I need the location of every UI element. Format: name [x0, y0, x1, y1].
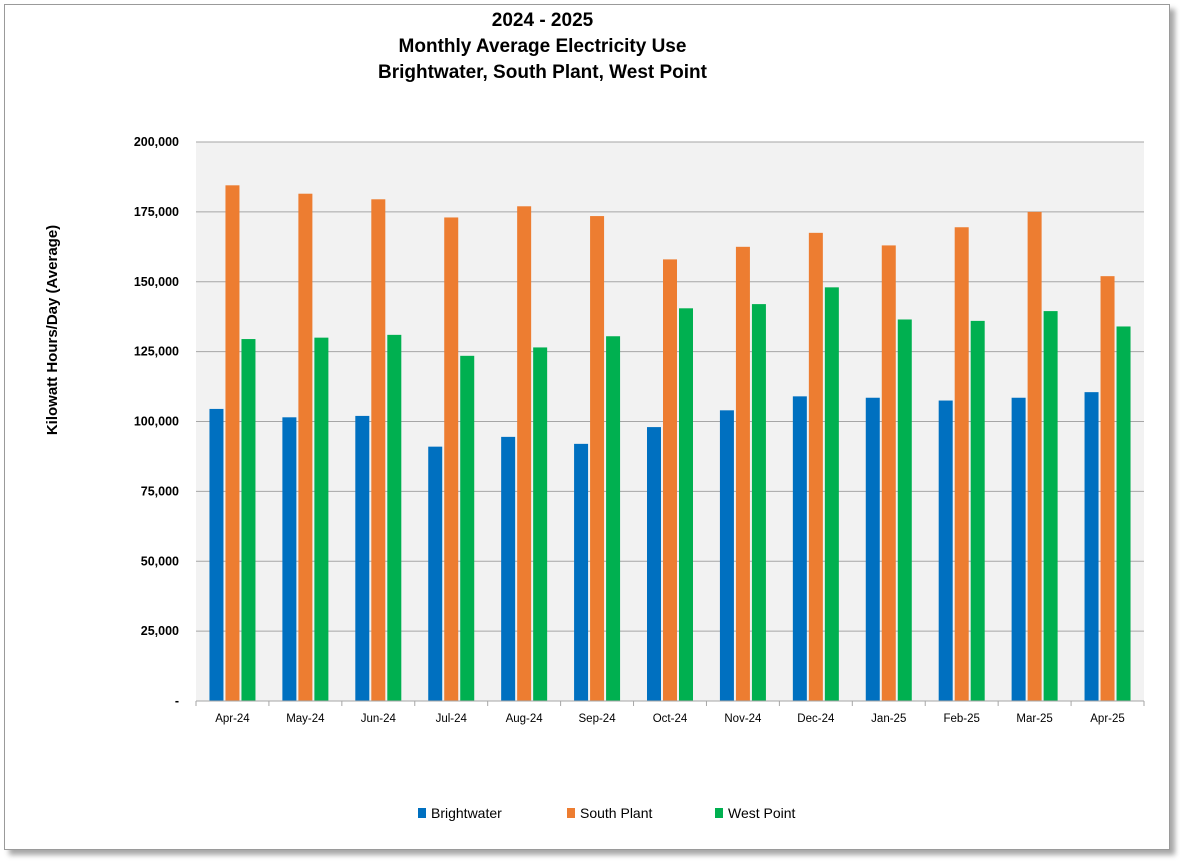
- title-line-2: Monthly Average Electricity Use: [398, 36, 687, 57]
- bar-west-point: [460, 355, 475, 701]
- legend-label: South Plant: [580, 805, 652, 821]
- bar-south-plant: [735, 246, 750, 701]
- bar-brightwater: [1084, 392, 1099, 701]
- bar-brightwater: [647, 427, 661, 701]
- bar-south-plant: [1027, 211, 1042, 701]
- bar-south-plant: [663, 259, 677, 701]
- bar-brightwater: [938, 400, 953, 701]
- x-tick-label: Apr-24: [215, 713, 250, 725]
- x-tick-label: Nov-24: [724, 713, 762, 725]
- legend-swatch: [567, 808, 575, 818]
- bar-south-plant: [444, 217, 459, 701]
- x-tick-label: Feb-25: [943, 713, 979, 725]
- y-axis-ticks: - 25,000 50,000 75,000 100,000 125,000 150,000…: [134, 135, 179, 708]
- legend-swatch: [418, 808, 426, 818]
- bar-west-point: [679, 308, 693, 701]
- bar-south-plant: [371, 199, 386, 702]
- bar-south-plant: [298, 193, 313, 701]
- x-tick-label: Mar-25: [1016, 713, 1052, 725]
- bar-west-point: [533, 347, 548, 701]
- bar-west-point: [314, 337, 329, 701]
- bar-brightwater: [282, 417, 297, 701]
- bar-west-point: [606, 336, 621, 701]
- x-tick-label: May-24: [286, 713, 325, 725]
- x-tick-label: Jan-25: [871, 713, 906, 725]
- y-tick-label: 75,000: [141, 484, 179, 498]
- bars: [209, 185, 1131, 702]
- bar-south-plant: [881, 245, 896, 702]
- y-tick-label: -: [175, 694, 179, 708]
- y-tick-label: 175,000: [134, 205, 179, 219]
- y-tick-label: 25,000: [141, 624, 179, 638]
- bar-south-plant: [808, 232, 823, 701]
- bar-west-point: [387, 334, 402, 701]
- bar-brightwater: [1011, 397, 1026, 701]
- bar-west-point: [241, 339, 256, 701]
- title-line-1: 2024 - 2025: [491, 10, 594, 31]
- bar-south-plant: [590, 216, 605, 701]
- x-axis: Apr-24 May-24 Jun-24 Jul-24 Aug-24 Sep-24 Oct-…: [195, 700, 1145, 725]
- y-tick-label: 200,000: [134, 135, 179, 149]
- bar-west-point: [897, 319, 912, 701]
- x-tick-label: Sep-24: [579, 713, 617, 725]
- bar-brightwater: [428, 446, 443, 701]
- x-tick-label: Aug-24: [506, 713, 544, 725]
- y-tick-label: 50,000: [141, 554, 179, 568]
- legend-label: West Point: [728, 805, 796, 821]
- bar-west-point: [751, 304, 766, 701]
- bar-brightwater: [574, 443, 589, 701]
- bar-south-plant: [1100, 276, 1115, 701]
- chart-title: 2024 - 2025 Monthly Average Electricity …: [0, 8, 1085, 86]
- bar-west-point: [824, 287, 839, 701]
- bar-brightwater: [792, 396, 807, 701]
- bar-brightwater: [355, 415, 370, 701]
- bar-brightwater: [865, 397, 880, 701]
- x-tick-label: Jul-24: [436, 713, 468, 725]
- legend-label: Brightwater: [431, 805, 502, 821]
- y-axis-label: Kilowatt Hours/Day (Average): [44, 225, 61, 435]
- legend: Brightwater South Plant West Point: [418, 805, 796, 821]
- bar-west-point: [970, 320, 985, 701]
- bar-brightwater: [501, 436, 516, 701]
- x-tick-label: Apr-25: [1090, 713, 1125, 725]
- x-tick-label: Dec-24: [797, 713, 835, 725]
- bar-south-plant: [517, 206, 532, 701]
- bar-south-plant: [225, 185, 240, 701]
- bar-brightwater: [719, 410, 734, 701]
- x-tick-label: Oct-24: [653, 713, 688, 725]
- x-tick-label: Jun-24: [361, 713, 397, 725]
- y-tick-label: 125,000: [134, 345, 179, 359]
- title-line-3: Brightwater, South Plant, West Point: [377, 62, 707, 83]
- bar-brightwater: [209, 408, 224, 701]
- bar-west-point: [1043, 311, 1058, 701]
- legend-swatch: [715, 808, 723, 818]
- bar-west-point: [1116, 326, 1131, 701]
- y-tick-label: 100,000: [134, 415, 179, 429]
- y-tick-label: 150,000: [134, 275, 179, 289]
- bar-south-plant: [954, 227, 969, 701]
